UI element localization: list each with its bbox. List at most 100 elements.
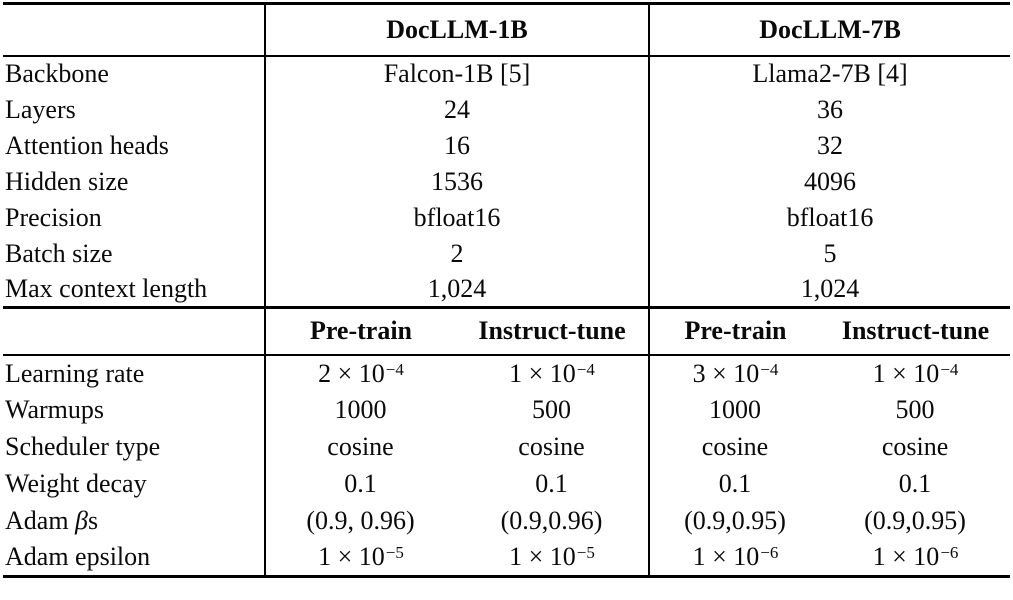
phase-header-row: Pre-train Instruct-tune Pre-train Instru… [3,307,1011,355]
value-1b-instruct: 0.1 [456,466,649,503]
row-label: Backbone [5,59,109,88]
value-base: 1 × 10 [692,542,760,572]
value-text: (0.9,0.95) [864,506,966,535]
value-base: 1 × 10 [509,542,576,572]
value-7b-instruct: 1 × 10−4 [821,355,1010,392]
empty-header-cell [3,4,265,56]
table-row-layers: Layers 24 36 [3,91,1011,128]
row-label: Hidden size [5,166,129,196]
row-label: Precision [5,202,102,232]
value-base: 1 × 10 [509,358,576,388]
hyperparameter-table: DocLLM-1B DocLLM-7B Backbone Falcon-1B [… [3,2,1011,578]
value-text: 0.1 [898,469,932,498]
column-header-7b-pretrain: Pre-train [648,307,822,355]
value-text: cosine [701,432,769,461]
value-7b: 4096 [648,163,1011,200]
label-text: Adam [5,506,76,535]
table-row-max-context-length: Max context length 1,024 1,024 [3,271,1011,308]
row-label: Weight decay [5,469,147,498]
table-row-backbone: Backbone Falcon-1B [5] Llama2-7B [4] [3,55,1011,92]
value-1b-pretrain: cosine [264,428,456,466]
table-row-adam-betas: Adam βs (0.9, 0.96) (0.9,0.96) (0.9,0.95… [3,502,1010,540]
value-7b-instruct: 500 [821,392,1010,429]
value-1b-pretrain: 1000 [264,391,456,429]
row-label: Scheduler type [5,432,161,461]
value-text: cosine [881,432,949,461]
beta-symbol: β [75,506,88,535]
value-text: (0.9,0.95) [684,506,786,535]
value-7b-pretrain: 3 × 10−4 [648,354,822,392]
value-text: cosine [518,432,585,461]
table-row-warmups: Warmups 1000 500 1000 500 [3,391,1010,429]
value-7b-pretrain: 1000 [648,391,822,429]
value-text: (0.9, 0.96) [306,506,415,535]
row-label: Warmups [5,395,104,424]
row-label: Adam βs [3,503,265,540]
column-header-7b-instruct-tune: Instruct-tune [841,316,990,346]
value-7b-instruct: cosine [821,429,1010,466]
value-exponent: −4 [760,359,779,379]
value-base: 1 × 10 [872,358,940,388]
value-7b-pretrain: (0.9,0.95) [648,502,822,540]
value-7b: 36 [648,91,1011,128]
value-exponent: −4 [385,359,404,379]
value-7b-instruct: (0.9,0.95) [821,503,1010,540]
row-label: Adam epsilon [5,542,151,572]
value-1b-pretrain: (0.9, 0.96) [264,502,456,540]
value-exponent: −5 [385,543,404,563]
value-text: (0.9,0.96) [500,506,603,535]
value-base: 2 × 10 [318,358,385,388]
column-header-docllm-1b: DocLLM-1B [263,3,650,56]
value-base: 3 × 10 [692,358,760,388]
value-1b: 16 [263,127,650,164]
value-text: 0.1 [344,469,377,498]
value-text: 0.1 [535,469,568,498]
value-text: 1000 [709,395,762,424]
empty-header-cell [3,308,265,355]
row-label: Learning rate [5,358,145,388]
row-label: Layers [5,94,76,124]
table-row-hidden-size: Hidden size 1536 4096 [3,163,1011,200]
value-text: 1000 [334,395,387,424]
value-text: 500 [532,395,571,424]
label-text: s [88,506,99,535]
value-7b: Llama2-7B [4] [648,55,1011,92]
value-7b-pretrain: 1 × 10−6 [648,539,822,577]
table-row-attention-heads: Attention heads 16 32 [3,127,1011,164]
value-7b-pretrain: cosine [648,428,822,466]
table-row-batch-size: Batch size 2 5 [3,235,1011,272]
row-label: Max context length [5,273,208,303]
value-1b: 1,024 [263,271,650,308]
table-row-precision: Precision bfloat16 bfloat16 [3,199,1011,236]
value-base: 1 × 10 [872,542,940,572]
column-header-docllm-7b: DocLLM-7B [648,3,1011,56]
value-7b: bfloat16 [648,199,1011,236]
value-7b: 32 [648,127,1011,164]
column-header-1b-instruct-tune: Instruct-tune [478,316,626,346]
value-7b-instruct: 0.1 [821,466,1010,503]
table-row-weight-decay: Weight decay 0.1 0.1 0.1 0.1 [3,465,1010,503]
value-text: 0.1 [718,469,752,498]
value-text: 500 [895,395,935,424]
value-1b-pretrain: 2 × 10−4 [264,354,456,392]
row-label: Attention heads [5,130,169,160]
value-exponent: −6 [940,543,959,563]
value-7b-instruct: 1 × 10−6 [821,540,1010,577]
value-exponent: −6 [760,543,779,563]
value-exponent: −4 [576,359,595,379]
row-label: Batch size [5,238,113,268]
value-1b-instruct: (0.9,0.96) [456,503,649,540]
value-1b: 1536 [263,163,650,200]
value-1b: 24 [263,91,650,128]
value-7b-pretrain: 0.1 [648,465,822,503]
value-exponent: −4 [940,359,959,379]
value-text: cosine [327,432,394,461]
value-1b: Falcon-1B [5] [263,55,650,92]
column-header-1b-pretrain: Pre-train [264,307,456,355]
value-1b-instruct: 500 [456,392,649,429]
value-1b-pretrain: 1 × 10−5 [264,539,456,577]
value-7b: 1,024 [648,271,1011,308]
value-1b: 2 [263,235,650,272]
value-1b-instruct: 1 × 10−4 [456,355,649,392]
